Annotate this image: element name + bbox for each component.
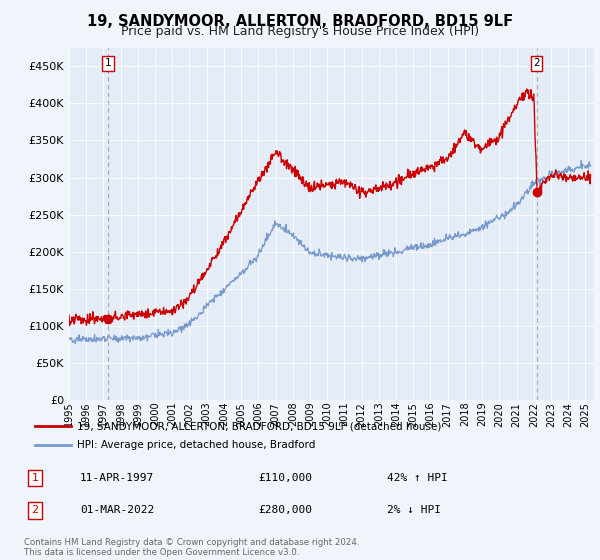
Text: 2: 2 [533, 58, 540, 68]
Text: 19, SANDYMOOR, ALLERTON, BRADFORD, BD15 9LF: 19, SANDYMOOR, ALLERTON, BRADFORD, BD15 … [87, 14, 513, 29]
Text: Contains HM Land Registry data © Crown copyright and database right 2024.
This d: Contains HM Land Registry data © Crown c… [24, 538, 359, 557]
Text: £110,000: £110,000 [259, 473, 313, 483]
Text: 11-APR-1997: 11-APR-1997 [80, 473, 154, 483]
Text: Price paid vs. HM Land Registry's House Price Index (HPI): Price paid vs. HM Land Registry's House … [121, 25, 479, 38]
Text: 2: 2 [32, 505, 39, 515]
Text: 42% ↑ HPI: 42% ↑ HPI [387, 473, 448, 483]
Text: HPI: Average price, detached house, Bradford: HPI: Average price, detached house, Brad… [77, 440, 316, 450]
Text: 1: 1 [32, 473, 38, 483]
Text: 2% ↓ HPI: 2% ↓ HPI [387, 505, 440, 515]
Text: 1: 1 [105, 58, 112, 68]
Text: 19, SANDYMOOR, ALLERTON, BRADFORD, BD15 9LF (detached house): 19, SANDYMOOR, ALLERTON, BRADFORD, BD15 … [77, 421, 442, 431]
Text: £280,000: £280,000 [259, 505, 313, 515]
Text: 01-MAR-2022: 01-MAR-2022 [80, 505, 154, 515]
